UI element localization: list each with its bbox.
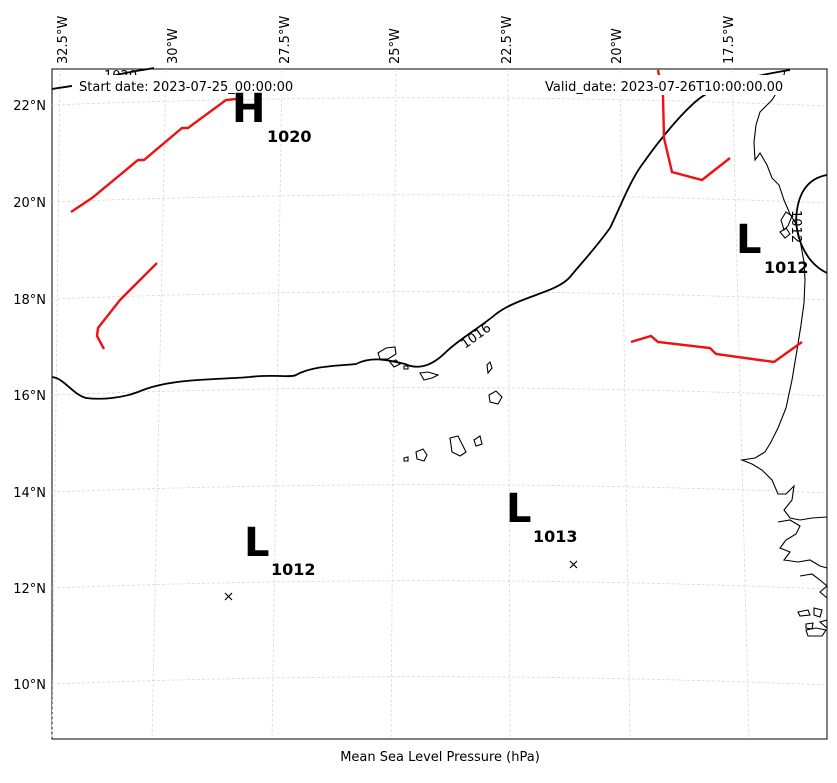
- santiago: [449, 435, 467, 457]
- front-west: [95, 262, 158, 350]
- parallel-22n: [51, 97, 828, 107]
- lon-label-30w: 30°W: [166, 28, 181, 64]
- lat-label-16n: 16°N: [13, 389, 46, 404]
- maio: [473, 435, 483, 447]
- bijagos-2: [813, 607, 823, 618]
- lat-label-14n: 14°N: [13, 486, 46, 501]
- coastlines: [377, 69, 828, 637]
- low-pressure-letter-south: L: [506, 486, 532, 532]
- coast-guinea: [777, 519, 828, 569]
- lat-label-10n: 10°N: [13, 678, 46, 693]
- valid-label-bg: [540, 75, 804, 95]
- low-pressure-letter-southwest: L: [244, 520, 270, 566]
- lon-label-17-5w: 17.5°W: [722, 16, 737, 64]
- meridian-17-5w: [731, 68, 750, 740]
- parallel-18n: [51, 291, 828, 301]
- meridian-20w: [619, 68, 631, 740]
- low-center-mark-2: [569, 560, 578, 569]
- start-date-label: Start date: 2023-07-25_00:00:00: [79, 80, 293, 95]
- low-pressure-value-south: 1013: [533, 527, 578, 546]
- parallel-14n: [51, 484, 828, 494]
- lat-label-12n: 12°N: [13, 582, 46, 597]
- isobar-1012: [795, 174, 828, 274]
- isobar-label-1012: 1012: [788, 210, 803, 243]
- coast-guinea-south: [799, 573, 828, 599]
- low-pressure-value-southwest: 1012: [271, 560, 316, 579]
- parallel-12n: [51, 580, 828, 590]
- lon-label-20w: 20°W: [610, 28, 625, 64]
- fogo: [415, 448, 428, 462]
- lon-label-27-5w: 27.5°W: [278, 16, 293, 64]
- coast-inlet-north: [780, 211, 793, 232]
- meridian-32-5w: [51, 68, 61, 740]
- lat-label-20n: 20°N: [13, 196, 46, 211]
- high-pressure-letter: H: [232, 86, 265, 132]
- low-center-mark-1: [224, 592, 233, 601]
- isobar-1016: [51, 69, 791, 400]
- meridian-27-5w: [271, 68, 283, 740]
- bijagos-1: [797, 609, 811, 617]
- meridian-25w: [390, 68, 397, 740]
- map-frame: [51, 68, 828, 740]
- bijagos-5: [818, 619, 828, 630]
- graticule: [51, 68, 828, 740]
- low-pressure-letter-east: L: [736, 217, 762, 263]
- valid-date-label: Valid_date: 2023-07-26T10:00:00.00: [545, 80, 783, 95]
- santa-luzia: [403, 365, 409, 370]
- coast-inlet-banc: [779, 227, 791, 239]
- lon-label-25w: 25°W: [388, 28, 403, 64]
- high-pressure-value: 1020: [267, 127, 312, 146]
- lat-label-22n: 22°N: [13, 99, 46, 114]
- front-northwest: [70, 97, 237, 213]
- african-coast: [739, 69, 828, 521]
- sao-nicolau: [419, 371, 440, 381]
- low-center-markers: [224, 560, 578, 601]
- lon-label-22-5w: 22.5°W: [500, 16, 515, 64]
- low-pressure-value-east: 1012: [764, 258, 809, 277]
- map-xlabel: Mean Sea Level Pressure (hPa): [340, 750, 540, 765]
- lon-label-32-5w: 32.5°W: [56, 16, 71, 64]
- boa-vista: [488, 390, 503, 405]
- bijagos-4: [805, 627, 827, 637]
- parallel-16n: [51, 387, 828, 397]
- lat-label-18n: 18°N: [13, 293, 46, 308]
- meridian-30w: [151, 68, 167, 740]
- start-label-bg: [72, 75, 312, 95]
- parallel-10n: [51, 676, 828, 686]
- parallel-20n: [51, 194, 828, 204]
- sal: [486, 360, 493, 375]
- brava: [403, 456, 409, 462]
- front-east: [630, 334, 803, 364]
- meridian-22-5w: [507, 68, 511, 740]
